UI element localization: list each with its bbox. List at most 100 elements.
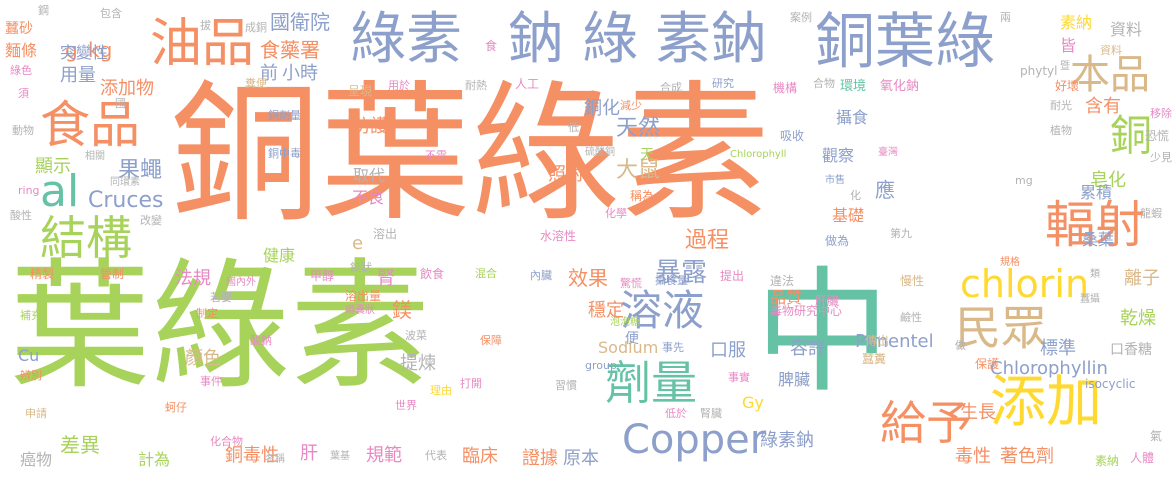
word-ji-wei: 計為	[138, 450, 171, 469]
word-sang-ye: 桑葉	[1082, 230, 1115, 249]
word-tong-ye-lu-su: 銅葉綠素	[170, 68, 771, 242]
word-fa-gui: 法規	[175, 268, 211, 289]
word-long-xia: 龍蝦	[1140, 207, 1162, 220]
word-jie: 皆	[1060, 36, 1077, 55]
word-ke-zai: 蚵仔	[165, 401, 187, 414]
word-yan-jiu: 研究	[712, 77, 734, 90]
word-shen-zang: 腎臟	[700, 407, 722, 420]
word-suan-xing: 酸性	[10, 209, 32, 222]
word-ren-gong: 人工	[515, 77, 540, 91]
word-liang: 兩	[1000, 11, 1011, 24]
word-can-she: 蠶攝	[1080, 294, 1100, 305]
word-cruces: Cruces	[88, 188, 164, 213]
word-zao-hua: 皂化	[1090, 170, 1126, 191]
word-tong-hua: 銅化	[584, 98, 620, 119]
word-gan-zao: 乾燥	[1120, 308, 1156, 329]
word-isocyclic: isocyclic	[1085, 377, 1136, 391]
word-chlorophyll: Chlorophyll	[730, 149, 787, 160]
word-ji-gou: 機構	[773, 81, 798, 95]
word-da-kai: 打開	[460, 377, 482, 390]
word-guan-zhi: 管制	[100, 267, 125, 281]
word-kou-xiang-tang: 口香糖	[1110, 342, 1152, 358]
word-xi-guan: 習慣	[555, 379, 577, 392]
word-ji-chu: 基礎	[832, 206, 865, 225]
word-jing-huang: 驚慌	[620, 277, 642, 290]
word-ji-liang: 劑量	[605, 356, 697, 410]
word-mei: 鎂	[392, 298, 412, 322]
word-shen-qing: 申請	[25, 407, 47, 420]
word-shi-xian: 事先	[662, 341, 684, 354]
word-su-na: 素納	[1060, 13, 1093, 32]
word-shi-jian: 事件	[200, 375, 222, 388]
word-sodium: Sodium	[598, 338, 659, 357]
word-gei-yu: 給予	[880, 396, 972, 450]
word-mg: mg	[1015, 174, 1033, 187]
word-al: al	[40, 166, 80, 217]
word-bian: 便	[625, 331, 639, 347]
word-bu-liang: 不良	[352, 188, 385, 207]
word-an-li: 案例	[790, 11, 812, 24]
word-gan-zang: 肝臟	[815, 294, 840, 308]
word-zhi-ding: 制定	[196, 307, 218, 320]
word-tian-jia: 添加	[990, 370, 1102, 435]
word-shi-yao-shu: 食藥署	[260, 38, 320, 62]
word-xu: 須	[18, 87, 29, 100]
word-lu: 綠	[582, 7, 638, 72]
word-gai-bian: 改變	[140, 214, 162, 227]
word-zi-liao: 資料	[1110, 20, 1143, 39]
word-tong-zhong-du: 銅中毒	[268, 147, 301, 160]
word-tian-jia-wu: 添加物	[100, 78, 154, 99]
word-di: 低	[568, 121, 579, 134]
word-dai-biao: 代表	[425, 449, 447, 462]
word-yong-liang: 用量	[60, 65, 96, 86]
word-gui-ge: 規格	[1000, 257, 1020, 268]
word-kg: kg	[88, 38, 113, 62]
word-jie-gou: 結構	[40, 211, 132, 265]
word-kong-huang: 恐慌	[1145, 129, 1170, 143]
word-su-na-2: 素納	[1095, 454, 1120, 468]
word-du-wu-yan-jiu-zhong-xin: 毒物研究中心	[770, 304, 843, 318]
word-pin-zhi: 品質	[770, 288, 803, 307]
word-lu-su: 綠素	[350, 7, 462, 72]
word-mian-tiao: 麵條	[5, 41, 38, 60]
word-nei-zang: 內臟	[530, 269, 552, 282]
word-he-wu: 合物	[813, 77, 835, 90]
word-gui-fan: 規範	[366, 445, 402, 466]
word-shui-rong-xing: 水溶性	[540, 229, 577, 243]
word-bao-lu: 暴露	[655, 258, 708, 288]
word-ba: 拔	[200, 19, 211, 32]
word-tong-huan-su: 同環素	[110, 177, 140, 188]
word-bu-xu: 不需	[425, 149, 447, 162]
word-han-you: 含有	[1085, 96, 1121, 117]
word-he-cheng: 合成	[660, 81, 682, 94]
word-phytyl: phytyl	[1020, 64, 1058, 78]
word-di-yu: 低於	[665, 407, 687, 420]
word-zhi-wu: 植物	[1050, 124, 1072, 137]
word-ring: ring	[18, 184, 40, 197]
word-tong-du-xing: 銅毒性	[225, 445, 279, 466]
word-cheng-xian: 呈現	[348, 84, 373, 98]
word-shen: 腎	[377, 268, 395, 289]
word-xiao-shi: 小時	[282, 63, 318, 84]
word-tong-ye-lu: 銅葉綠	[815, 7, 995, 77]
word-jian-xing: 鹼性	[900, 311, 922, 324]
word-fen-bian: 糞便	[245, 77, 267, 90]
word-ruo-yao: 若要	[210, 291, 232, 304]
word-bao-zhang: 保障	[480, 334, 502, 347]
word-wen-ding: 穩定	[588, 300, 624, 321]
word-chlorophyllin: Chlorophyllin	[990, 358, 1108, 379]
word-tu-bian-xing: 突變性	[60, 43, 109, 62]
word-pi-zang: 脾臟	[778, 370, 811, 389]
word-wei-fa: 違法	[770, 274, 795, 288]
word-she-shi-liang: 攝食量	[655, 274, 688, 287]
word-li-zi: 離子	[1124, 268, 1160, 289]
word-suan-na: 酸鈉	[250, 334, 272, 347]
word-jian-kang: 健康	[263, 246, 296, 265]
word-bian-bie: 辨別	[20, 369, 42, 382]
word-lin-chuang: 臨床	[462, 446, 498, 467]
word-hua-he-wu: 化合物	[210, 435, 243, 448]
word-jia-chun: 甲醇	[310, 269, 335, 283]
word-guo-cheng: 過程	[685, 228, 730, 253]
word-guo-nei-wai: 國內外	[226, 277, 256, 288]
